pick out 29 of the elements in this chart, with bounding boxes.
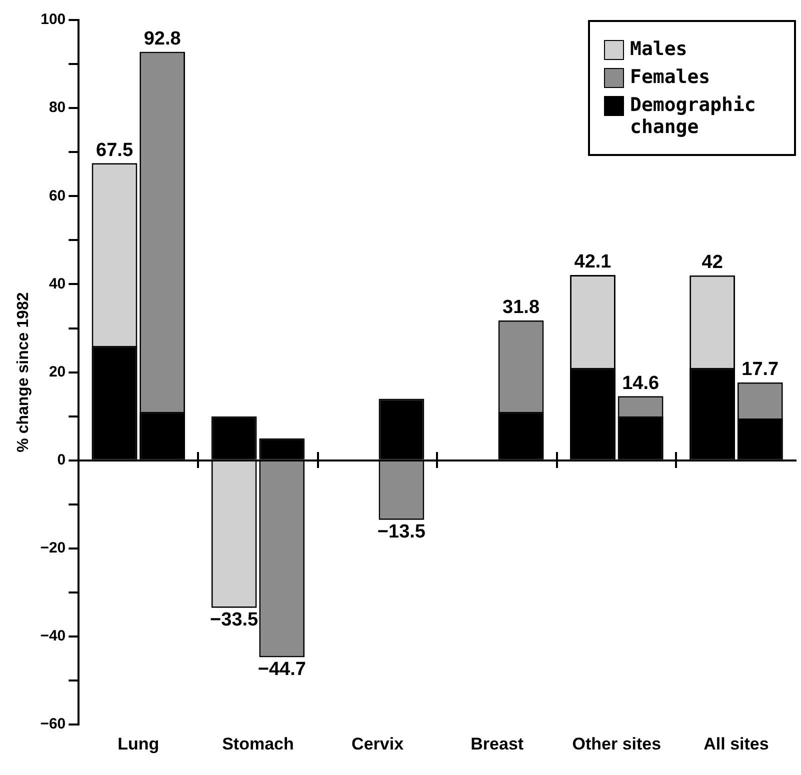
legend-label: Demographic change bbox=[630, 94, 757, 138]
data-label: 92.8 bbox=[144, 28, 181, 50]
y-tick-label: 80 bbox=[48, 99, 66, 116]
y-tick-label: −20 bbox=[40, 540, 66, 557]
legend-label: Females bbox=[630, 66, 710, 88]
data-label: 14.6 bbox=[622, 372, 660, 394]
data-label: 31.8 bbox=[502, 297, 540, 318]
y-tick-label: 100 bbox=[40, 11, 66, 28]
x-tick-label: Breast bbox=[470, 734, 524, 754]
legend-label: Males bbox=[630, 38, 688, 60]
data-label: 17.7 bbox=[742, 359, 779, 380]
y-tick-label: 40 bbox=[48, 275, 66, 292]
x-tick-label: Stomach bbox=[222, 734, 294, 754]
data-label: −33.5 bbox=[210, 610, 259, 631]
x-tick-label: Other sites bbox=[572, 734, 662, 754]
y-tick-label: 0 bbox=[57, 452, 66, 469]
y-tick-label: 20 bbox=[48, 363, 66, 380]
data-label: 42.1 bbox=[574, 252, 612, 273]
y-tick-label: 60 bbox=[48, 187, 66, 204]
y-tick-label: −40 bbox=[40, 628, 66, 645]
y-axis-title: % change since 1982 bbox=[15, 292, 32, 452]
x-tick-label: Lung bbox=[118, 734, 160, 754]
y-tick-label: −60 bbox=[40, 716, 66, 733]
data-label: −13.5 bbox=[377, 522, 426, 543]
data-label: −44.7 bbox=[258, 658, 306, 680]
data-label: 67.5 bbox=[96, 140, 134, 161]
x-tick-label: All sites bbox=[704, 734, 769, 754]
x-tick-label: Cervix bbox=[352, 734, 404, 754]
data-label: 42 bbox=[702, 252, 723, 274]
